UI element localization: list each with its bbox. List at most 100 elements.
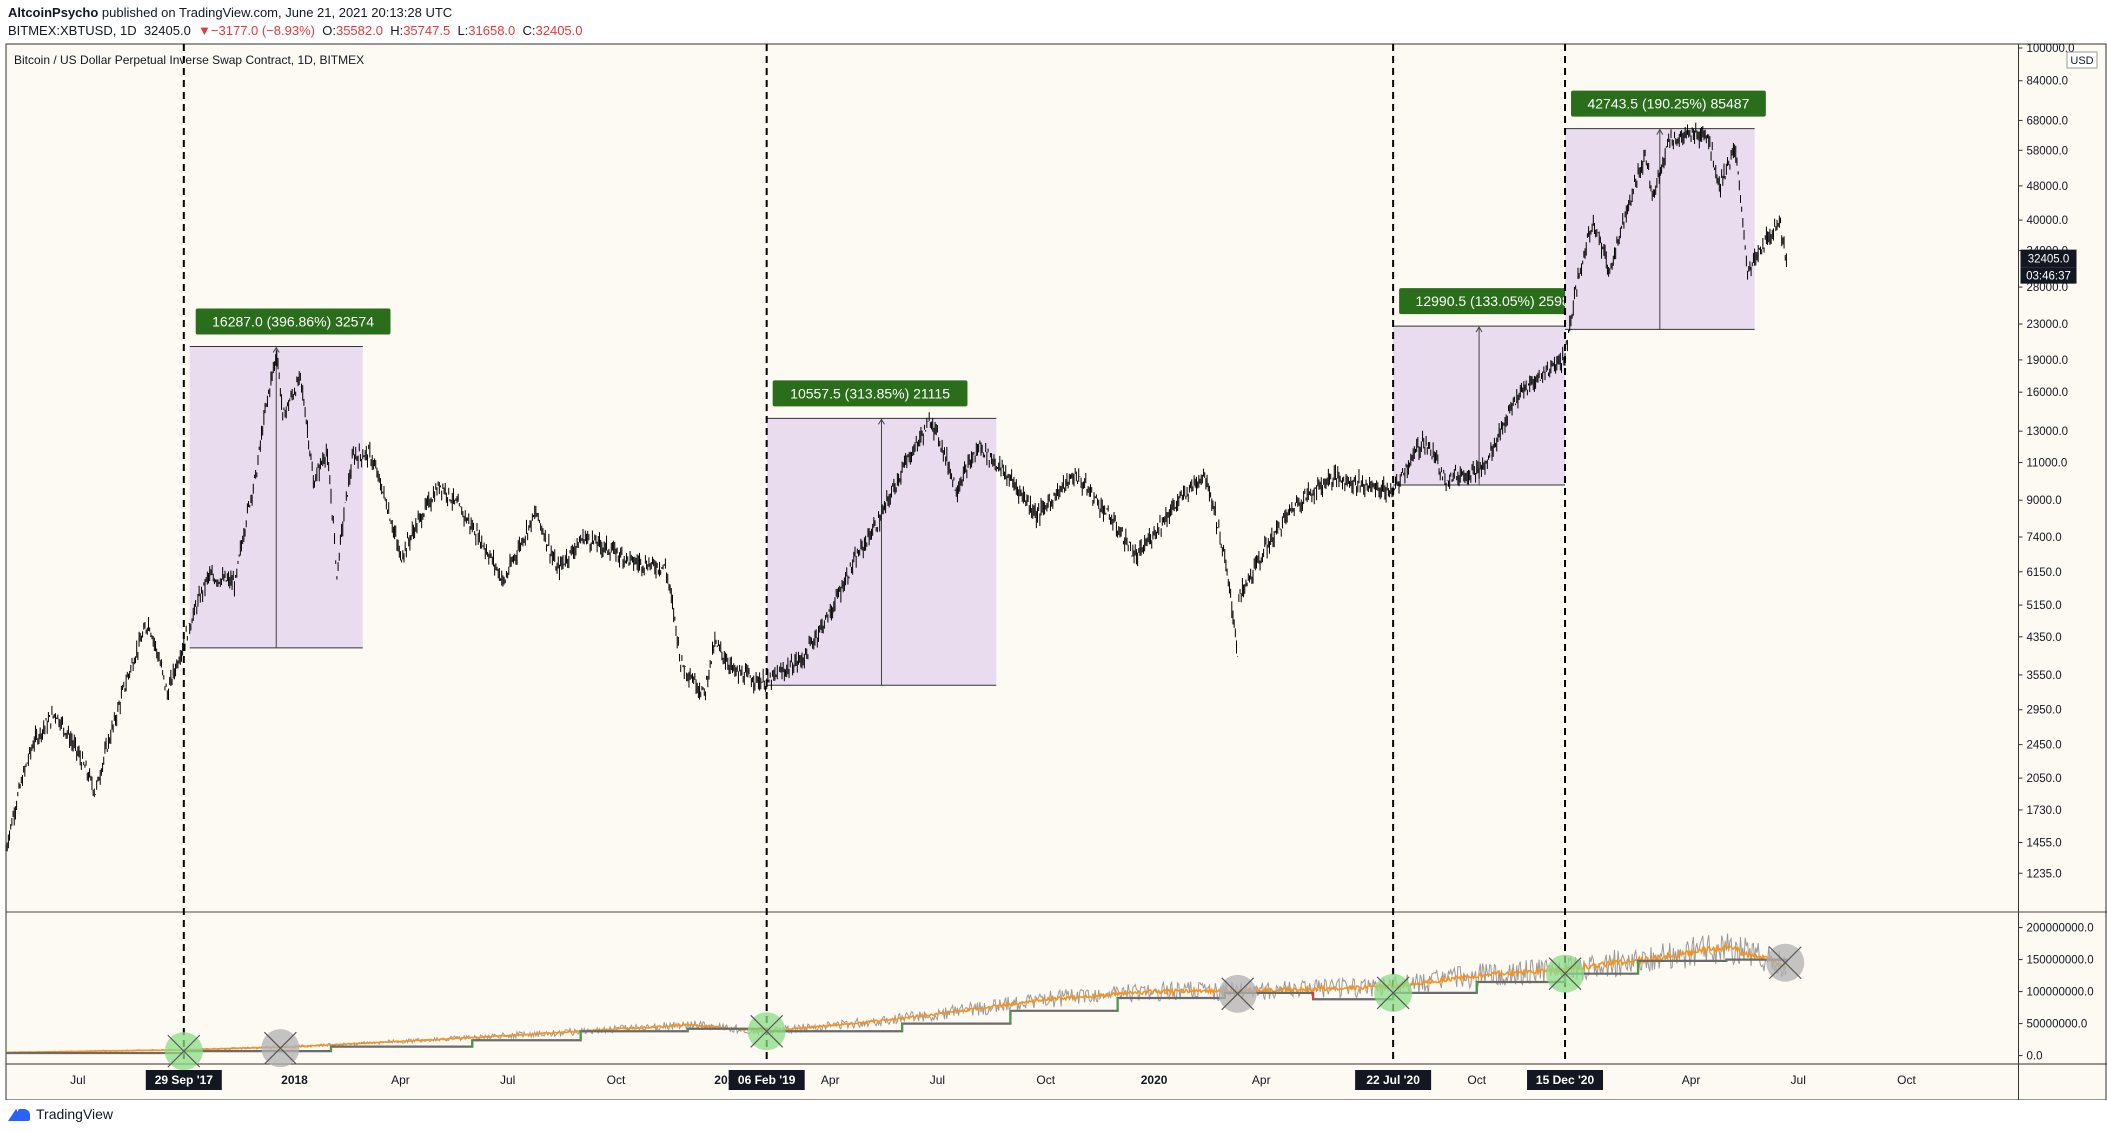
price-tick-label: 100000.0 xyxy=(2027,43,2075,55)
measurement-label: 42743.5 (190.25%) 85487 xyxy=(1587,96,1749,112)
time-axis-label: Oct xyxy=(1897,1073,1916,1087)
date-badge xyxy=(1527,1070,1604,1090)
price-tick-label: 2050.0 xyxy=(2027,773,2062,785)
time-axis-label: 2018 xyxy=(281,1073,308,1087)
signal-cross-icon xyxy=(1548,957,1582,991)
high-label: H: xyxy=(390,23,404,38)
symbol-label[interactable]: BITMEX:XBTUSD, 1D xyxy=(8,23,137,38)
time-axis-label: Apr xyxy=(1682,1073,1701,1087)
time-axis-label: Jul xyxy=(500,1073,515,1087)
countdown-badge xyxy=(2020,267,2077,284)
measurement-arrowhead-icon xyxy=(1475,326,1483,333)
time-axis-label: Apr xyxy=(391,1073,410,1087)
signal-cross-icon xyxy=(1768,946,1802,980)
price-tick-label: 48000.0 xyxy=(2027,181,2069,193)
low-label: L: xyxy=(457,23,469,38)
price-tick-label: 23000.0 xyxy=(2027,319,2069,331)
price-tick-label: 4350.0 xyxy=(2027,632,2062,644)
tradingview-brand[interactable]: TradingView xyxy=(8,1106,113,1122)
measurement-label-badge xyxy=(1571,90,1766,117)
price-tick-label: 6150.0 xyxy=(2027,567,2062,579)
date-badge-label: 29 Sep '17 xyxy=(155,1073,214,1087)
volume-tick-label: 150000000.0 xyxy=(2027,955,2094,967)
date-badge-label: 22 Jul '20 xyxy=(1366,1073,1420,1087)
signal-cross-icon xyxy=(263,1031,297,1065)
publish-info: AltcoinPsycho published on TradingView.c… xyxy=(8,5,452,20)
time-axis-label: Apr xyxy=(821,1073,840,1087)
last-price-label: 32405.0 xyxy=(2028,254,2070,266)
measurement-arrowhead-icon xyxy=(1656,128,1664,135)
time-axis-label: 2020 xyxy=(1141,1073,1168,1087)
measurement-label-badge xyxy=(1399,288,1594,315)
volume-fast-ma-line xyxy=(5,942,1787,1054)
price-tick-label: 84000.0 xyxy=(2027,76,2069,88)
date-badge xyxy=(1355,1070,1432,1090)
date-badge-label: 06 Feb '19 xyxy=(738,1073,796,1087)
date-badge xyxy=(728,1070,805,1090)
signal-cross-icon xyxy=(1376,976,1410,1010)
ohlc-legend: BITMEX:XBTUSD, 1D 32405.0 ▼−3177.0 (−8.9… xyxy=(8,23,583,38)
volume-raw-line xyxy=(5,933,1787,1054)
last-price-badge xyxy=(2020,249,2077,268)
price-tick-label: 19000.0 xyxy=(2027,355,2069,367)
price-candles xyxy=(5,122,1787,852)
down-arrow-icon: ▼ xyxy=(198,23,211,38)
price-change: −3177.0 (−8.93%) xyxy=(210,23,315,38)
countdown-label: 03:46:37 xyxy=(2026,271,2071,283)
date-badge-label: 15 Dec '20 xyxy=(1536,1073,1595,1087)
low-value: 31658.0 xyxy=(468,23,516,38)
author-name[interactable]: AltcoinPsycho xyxy=(8,5,99,20)
time-axis-label: Jul xyxy=(70,1073,85,1087)
currency-badge xyxy=(2066,51,2098,69)
measurement-label: 16287.0 (396.86%) 32574 xyxy=(212,314,374,330)
time-axis-label: Oct xyxy=(1467,1073,1486,1087)
currency-label: USD xyxy=(2070,55,2093,67)
volume-tick-label: 100000000.0 xyxy=(2027,987,2094,999)
last-price: 32405.0 xyxy=(143,23,191,38)
volume-tick-label: 0.0 xyxy=(2027,1051,2043,1063)
time-axis-label: 201 xyxy=(714,1073,734,1087)
measurement-label-badge xyxy=(772,380,968,407)
price-tick-label: 16000.0 xyxy=(2027,387,2069,399)
price-tick-label: 9000.0 xyxy=(2027,495,2062,507)
brand-label: TradingView xyxy=(36,1106,114,1122)
open-label: O: xyxy=(322,23,336,38)
time-axis-label: Oct xyxy=(607,1073,626,1087)
signal-cross-icon xyxy=(167,1034,201,1068)
volume-tick-label: 50000000.0 xyxy=(2027,1019,2088,1031)
high-value: 35747.5 xyxy=(403,23,451,38)
price-tick-label: 40000.0 xyxy=(2027,215,2069,227)
time-axis-label: Jul xyxy=(930,1073,945,1087)
price-tick-label: 11000.0 xyxy=(2027,458,2068,470)
publish-date: published on TradingView.com, June 21, 2… xyxy=(98,5,453,20)
chart-title: Bitcoin / US Dollar Perpetual Inverse Sw… xyxy=(14,53,364,67)
time-axis-label: Apr xyxy=(1252,1073,1271,1087)
measurement-label-badge xyxy=(195,308,391,335)
measurement-arrowhead-icon xyxy=(272,346,280,353)
time-axis-background xyxy=(6,1064,2019,1100)
signal-cross-icon xyxy=(750,1014,784,1048)
measurement-label: 10557.5 (313.85%) 21115 xyxy=(790,385,950,401)
price-tick-label: 13000.0 xyxy=(2027,426,2069,438)
signal-cross-icon xyxy=(1221,977,1255,1011)
measurement-label: 12990.5 (133.05%) 25981 xyxy=(1416,293,1578,309)
price-tick-label: 1730.0 xyxy=(2027,805,2062,817)
chart-frame xyxy=(5,43,2107,1100)
chart-canvas[interactable]: Bitcoin / US Dollar Perpetual Inverse Sw… xyxy=(0,0,2107,1100)
close-value: 32405.0 xyxy=(535,23,583,38)
price-tick-label: 1235.0 xyxy=(2027,868,2062,880)
price-tick-label: 58000.0 xyxy=(2027,145,2069,157)
price-tick-label: 68000.0 xyxy=(2027,115,2069,127)
price-tick-label: 28000.0 xyxy=(2027,282,2069,294)
price-tick-label: 5150.0 xyxy=(2027,600,2062,612)
tradingview-logo-icon xyxy=(8,1107,30,1121)
date-badge xyxy=(145,1070,222,1090)
price-tick-label: 7400.0 xyxy=(2027,532,2062,544)
close-label: C: xyxy=(522,23,536,38)
volume-tick-label: 200000000.0 xyxy=(2027,923,2094,935)
footer: TradingView xyxy=(0,1100,2107,1131)
price-tick-label: 1455.0 xyxy=(2027,837,2062,849)
price-axis-background xyxy=(2018,44,2107,1100)
open-value: 35582.0 xyxy=(335,23,383,38)
volume-series xyxy=(5,933,1788,1055)
